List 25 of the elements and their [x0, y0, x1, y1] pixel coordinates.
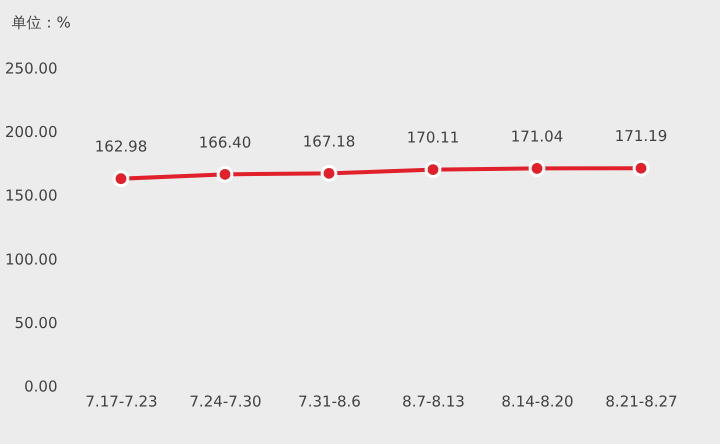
- y-tick-label: 250.00: [5, 60, 58, 78]
- point: [424, 161, 442, 178]
- data-label: 171.19: [614, 127, 668, 146]
- point: [112, 170, 130, 188]
- x-tick-label: 7.17-7.23: [85, 392, 158, 410]
- x-tick-label: 7.31-8.6: [298, 392, 361, 410]
- point: [216, 166, 234, 183]
- point: [632, 160, 650, 177]
- y-tick-label: 150.00: [5, 186, 58, 205]
- data-label: 166.40: [198, 133, 252, 152]
- y-tick-label: 200.00: [5, 123, 58, 142]
- y-tick-label: 0.00: [24, 378, 58, 396]
- point: [528, 160, 546, 177]
- x-tick-label: 8.14-8.20: [501, 392, 574, 410]
- data-label: 171.04: [510, 127, 564, 146]
- data-label: 162.98: [94, 138, 148, 156]
- y-tick-label: 50.00: [14, 314, 58, 332]
- data-label: 170.11: [406, 128, 460, 147]
- y-tick-label: 100.00: [5, 250, 58, 268]
- x-tick-label: 7.24-7.30: [189, 392, 262, 410]
- data-label: 167.18: [302, 132, 356, 150]
- x-tick-label: 8.7-8.13: [402, 392, 465, 410]
- y-axis-title: 单位：%: [12, 14, 71, 32]
- point: [320, 164, 338, 182]
- x-tick-label: 8.21-8.27: [605, 392, 678, 410]
